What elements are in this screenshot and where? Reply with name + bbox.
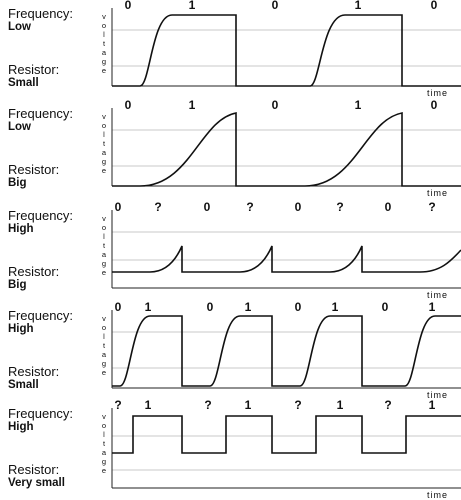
x-axis-label: time xyxy=(427,290,448,300)
waveform xyxy=(112,245,461,273)
resistor-label: Resistor: xyxy=(8,62,59,77)
bit-label: 0 xyxy=(272,98,279,112)
resistor-value: Very small xyxy=(8,477,65,489)
bit-label: 1 xyxy=(245,300,252,314)
resistor-value: Small xyxy=(8,379,39,391)
resistor-value: Big xyxy=(8,177,27,189)
y-axis-label: voltage xyxy=(100,214,109,277)
bit-label: 0 xyxy=(295,200,302,214)
frequency-label: Frequency: xyxy=(8,208,73,223)
bit-label: 0 xyxy=(431,0,438,12)
y-axis-label: voltage xyxy=(100,112,109,175)
resistor-value: Big xyxy=(8,279,27,291)
resistor-label: Resistor: xyxy=(8,364,59,379)
bit-label: 0 xyxy=(295,300,302,314)
bit-label: 0 xyxy=(204,200,211,214)
x-axis-label: time xyxy=(427,188,448,198)
frequency-label: Frequency: xyxy=(8,308,73,323)
bit-label: ? xyxy=(204,398,211,412)
frequency-value: High xyxy=(8,223,34,235)
y-axis-label: voltage xyxy=(100,314,109,377)
frequency-value: Low xyxy=(8,21,31,33)
frequency-value: High xyxy=(8,421,34,433)
resistor-value: Small xyxy=(8,77,39,89)
panel: Frequency:High Resistor:Big voltage time 0? 0… xyxy=(8,200,461,300)
bit-label: 1 xyxy=(189,0,196,12)
bit-label: 1 xyxy=(189,98,196,112)
resistor-label: Resistor: xyxy=(8,462,59,477)
panel: Frequency:High Resistor:Very small voltage… xyxy=(8,398,461,500)
bit-label: 0 xyxy=(115,200,122,214)
bit-label: 1 xyxy=(245,398,252,412)
bit-label: ? xyxy=(154,200,161,214)
bit-label: 1 xyxy=(337,398,344,412)
frequency-label: Frequency: xyxy=(8,106,73,121)
bit-label: 1 xyxy=(429,398,436,412)
panel: Frequency:Low Resistor:Big voltage time 0 1 0 1… xyxy=(8,98,461,198)
bit-label: 0 xyxy=(272,0,279,12)
bit-label: ? xyxy=(114,398,121,412)
bit-label: 0 xyxy=(115,300,122,314)
panel: Frequency:High Resistor:Small voltage time 0… xyxy=(8,300,461,400)
waveform xyxy=(112,415,461,454)
bit-label: 1 xyxy=(145,398,152,412)
resistor-label: Resistor: xyxy=(8,162,59,177)
bit-label: ? xyxy=(294,398,301,412)
waveform xyxy=(112,14,461,87)
bit-label: 0 xyxy=(431,98,438,112)
x-axis-label: time xyxy=(427,490,448,500)
bit-label: 1 xyxy=(332,300,339,314)
bit-label: 1 xyxy=(355,0,362,12)
y-axis-label: voltage xyxy=(100,412,109,475)
bit-label: ? xyxy=(428,200,435,214)
frequency-value: High xyxy=(8,323,34,335)
bit-label: 0 xyxy=(385,200,392,214)
resistor-label: Resistor: xyxy=(8,264,59,279)
bit-label: 1 xyxy=(429,300,436,314)
waveform xyxy=(112,112,461,187)
frequency-value: Low xyxy=(8,121,31,133)
bit-label: ? xyxy=(384,398,391,412)
y-axis-label: voltage xyxy=(100,12,109,75)
frequency-label: Frequency: xyxy=(8,406,73,421)
bit-label: 1 xyxy=(145,300,152,314)
panel: Frequency:Low Resistor:Small voltage time 0 1… xyxy=(8,0,461,98)
frequency-label: Frequency: xyxy=(8,6,73,21)
bit-label: 0 xyxy=(125,98,132,112)
bit-label: 1 xyxy=(355,98,362,112)
bit-label: 0 xyxy=(382,300,389,314)
bit-label: 0 xyxy=(125,0,132,12)
x-axis-label: time xyxy=(427,88,448,98)
x-axis-label: time xyxy=(427,390,448,400)
bit-label: ? xyxy=(336,200,343,214)
waveform xyxy=(112,315,461,387)
bit-label: ? xyxy=(246,200,253,214)
bit-label: 0 xyxy=(207,300,214,314)
